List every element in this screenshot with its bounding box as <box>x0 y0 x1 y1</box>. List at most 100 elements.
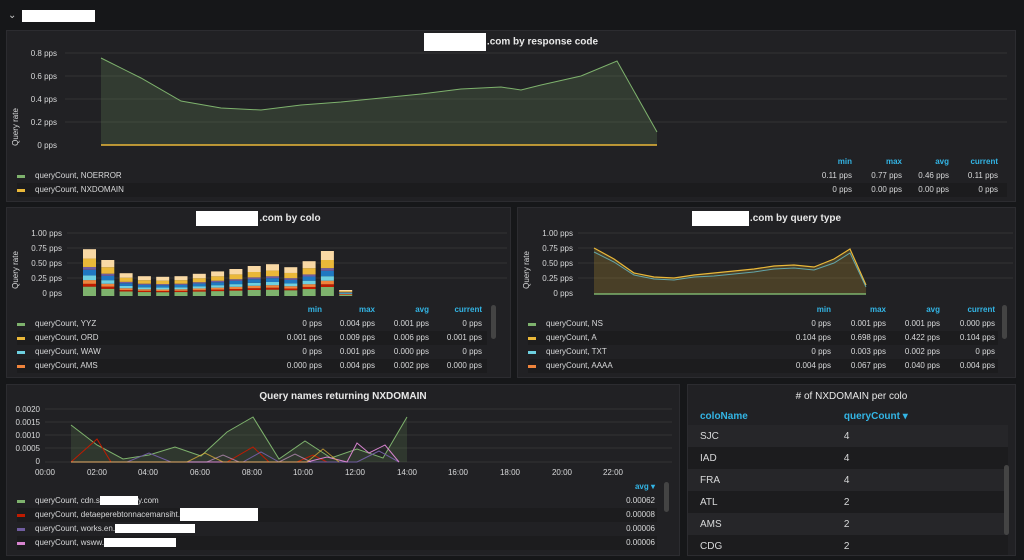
series-cdn-area <box>71 417 407 462</box>
legend-row[interactable]: queryCount, detaeperebtonnacemansiht. 0.… <box>17 508 657 522</box>
bar-segment <box>211 291 225 296</box>
bar-segment <box>266 285 279 288</box>
legend-header-min[interactable]: min <box>816 305 831 314</box>
series-avg: 0.00008 <box>626 510 655 519</box>
series-name: queryCount, wsww. <box>35 536 176 550</box>
legend-header-avg[interactable]: avg <box>415 305 429 314</box>
legend-scrollbar[interactable] <box>664 482 669 512</box>
legend-row[interactable]: queryCount, TXT 0 pps 0.003 pps 0.002 pps 0 … <box>528 345 998 359</box>
panel-title[interactable]: .com by query type <box>518 211 1015 226</box>
legend-header-avg[interactable]: avg ▾ <box>634 482 655 491</box>
series-avg: 0.422 pps <box>904 333 940 342</box>
panel-title[interactable]: .com by response code <box>7 33 1015 51</box>
series-a-area <box>594 248 866 294</box>
legend-header-current[interactable]: current <box>454 305 482 314</box>
bar-segment <box>101 267 115 274</box>
series-min: 0.104 pps <box>795 333 831 342</box>
table-row: CDG 2 <box>688 535 1008 555</box>
cell-colo: IAD <box>688 447 832 469</box>
chart-nxdomain-names: 0.0020 0.0015 0.0010 0.0005 0 00:00 02:0… <box>16 405 672 477</box>
bar-segment <box>302 268 316 275</box>
series-current: 0.000 pps <box>446 361 482 370</box>
panel-title[interactable]: # of NXDOMAIN per colo <box>795 391 908 402</box>
bar-segment <box>302 286 316 290</box>
legend-row[interactable]: queryCount, wsww. 0.00006 <box>17 536 657 550</box>
legend-header-max[interactable]: max <box>885 157 902 166</box>
legend-row[interactable]: queryCount, ORD 0.001 pps 0.009 pps 0.006 p… <box>17 331 487 345</box>
legend-row[interactable]: queryCount, YYZ 0 pps 0.004 pps 0.001 pps 0 … <box>17 317 487 331</box>
y-tick: 0 pps <box>37 141 57 150</box>
legend-row[interactable]: queryCount, NS 0 pps 0.001 pps 0.001 pps 0.0… <box>528 317 998 331</box>
legend-row[interactable]: queryCount, cdn.s y.com 0.00062 <box>17 494 657 508</box>
legend-header-avg[interactable]: avg <box>935 157 949 166</box>
bar-segment <box>320 280 334 285</box>
bar-segment <box>174 290 188 293</box>
redacted-domain <box>423 33 486 51</box>
panel-title[interactable]: Query names returning NXDOMAIN <box>259 391 427 402</box>
bar-segment <box>174 280 188 284</box>
table-scrollbar[interactable] <box>1004 465 1009 535</box>
bar-segment <box>137 289 151 291</box>
chart-by-query-type: Query rate 1.00 pps 0.75 pps 0.50 pps 0.… <box>522 229 1013 298</box>
bar-segment <box>137 290 151 293</box>
chevron-down-icon[interactable]: ⌄ <box>8 10 17 21</box>
y-tick: 0.0005 <box>16 444 41 453</box>
legend-row[interactable]: queryCount, AMS 0.000 pps 0.004 pps 0.002 p… <box>17 359 487 373</box>
series-name: queryCount, WAW <box>35 347 101 356</box>
y-tick: 0.0020 <box>16 405 41 414</box>
legend-header-avg[interactable]: avg <box>926 305 940 314</box>
cell-colo: ATL <box>688 491 832 513</box>
y-tick: 0.2 pps <box>31 118 57 127</box>
bar-segment <box>156 289 170 292</box>
legend-row[interactable]: queryCount, works.en. 0.00006 <box>17 522 657 536</box>
bar-segment <box>320 268 334 271</box>
y-tick: 0 pps <box>553 289 573 298</box>
bar-segment <box>192 291 206 296</box>
legend-header-current[interactable]: current <box>970 157 998 166</box>
bar-segment <box>284 290 298 296</box>
series-min: 0 pps <box>811 347 831 356</box>
column-header-querycount[interactable]: queryCount ▾ <box>831 407 1008 425</box>
legend-row[interactable]: queryCount, NXDOMAIN 0 pps 0.00 pps 0.00… <box>17 183 1007 197</box>
bar-segment <box>320 284 334 287</box>
legend-row[interactable]: queryCount, AAAA 0.004 pps 0.067 pps 0.040 … <box>528 359 998 373</box>
legend-header-current[interactable]: current <box>967 305 995 314</box>
bar-segment <box>247 285 261 289</box>
bar-segment <box>229 269 243 275</box>
bar-segment <box>247 266 261 272</box>
legend-header-min[interactable]: min <box>307 305 322 314</box>
legend-row[interactable]: queryCount, NOERROR 0.11 pps 0.77 pps 0.… <box>17 169 1007 183</box>
legend-scrollbar[interactable] <box>1002 305 1007 339</box>
x-tick: 04:00 <box>138 468 159 477</box>
bar-segment <box>302 276 316 281</box>
series-max: 0.001 pps <box>850 319 886 328</box>
series-swatch <box>17 500 25 503</box>
bar-segment <box>211 287 225 290</box>
series-min: 0 pps <box>832 185 852 194</box>
series-name: queryCount, detaeperebtonnacemansiht. <box>35 508 258 522</box>
bar-segment <box>174 283 188 285</box>
legend-header-max[interactable]: max <box>869 305 886 314</box>
x-tick: 00:00 <box>35 468 56 477</box>
series-avg: 0.00062 <box>626 496 655 505</box>
legend-header-min[interactable]: min <box>837 157 852 166</box>
y-tick: 0.8 pps <box>31 49 57 58</box>
bar-segment <box>83 269 96 276</box>
series-current: 0.104 pps <box>959 333 995 342</box>
legend-scrollbar[interactable] <box>491 305 496 339</box>
legend-row[interactable]: queryCount, A 0.104 pps 0.698 pps 0.422 pps… <box>528 331 998 345</box>
table-row: SJC 4 <box>688 425 1008 447</box>
column-header-coloname[interactable]: coloName <box>688 407 832 425</box>
panel-title[interactable]: .com by colo <box>7 211 510 226</box>
legend-row[interactable]: queryCount, WAW 0 pps 0.001 pps 0.000 pps 0 … <box>17 345 487 359</box>
y-tick: 0.25 pps <box>542 274 573 283</box>
bar-segment <box>192 290 206 292</box>
bar-segment <box>174 289 188 291</box>
y-tick: 1.00 pps <box>31 229 62 238</box>
bar-segment <box>101 283 115 287</box>
legend-header-max[interactable]: max <box>358 305 375 314</box>
bar-segment <box>247 282 261 286</box>
redacted-row-title <box>22 10 95 22</box>
table-row: IAD 4 <box>688 447 1008 469</box>
row-header[interactable]: ⌄ <box>0 0 1024 30</box>
